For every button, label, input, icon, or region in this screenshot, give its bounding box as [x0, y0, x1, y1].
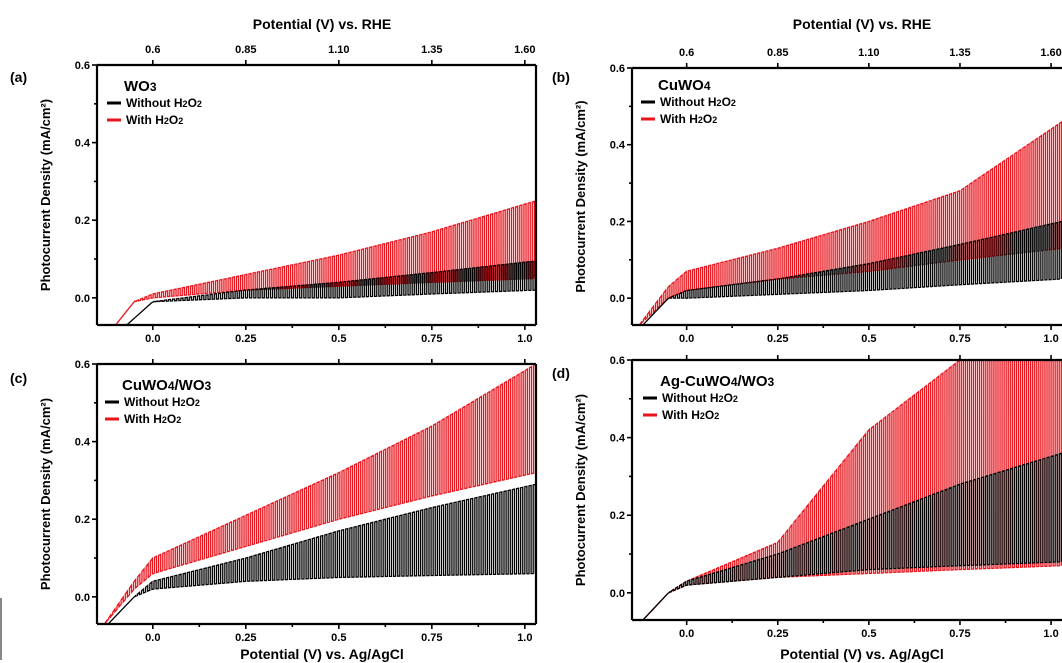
x-tick-label: 0.0 — [145, 632, 160, 644]
bottom-axis-label-right: Potential (V) vs. Ag/AgCl — [780, 646, 944, 662]
y-tick-label: 0.6 — [75, 60, 90, 72]
y-tick-label: 0.4 — [75, 138, 91, 150]
y-tick-label: 0.2 — [610, 510, 625, 522]
x-tick-label: 0.0 — [679, 628, 694, 640]
series-without-h2o2 — [126, 260, 536, 325]
panel-label: (a) — [10, 69, 27, 85]
panel-b: 0.0 0.2 0.4 0.6 0.0 0.25 0.5 0.75 1.0 0.6 0.85 1.10… — [552, 47, 1062, 345]
traces — [642, 360, 1062, 620]
series-without-h2o2 — [642, 220, 1062, 325]
x-tick-label: 0.25 — [767, 628, 788, 640]
x-tick-label: 0.0 — [145, 333, 160, 345]
x-tick-label: 0.75 — [949, 628, 970, 640]
traces — [103, 364, 536, 624]
x2-tick-label: 1.35 — [949, 47, 970, 59]
y-tick-label: 0.6 — [610, 63, 625, 75]
top-axis-label-left: Potential (V) vs. RHE — [253, 16, 391, 32]
y-axis-title: Photocurrent Density (mA/cm²) — [38, 398, 53, 590]
y-axis-title: Photocurrent Density (mA/cm²) — [38, 99, 53, 291]
traces — [638, 120, 1062, 325]
series-with-h2o2 — [115, 200, 536, 325]
x-tick-label: 0.75 — [421, 632, 442, 644]
traces — [115, 200, 536, 325]
series-with-h2o2 — [103, 364, 536, 624]
x2-tick-label: 1.60 — [514, 44, 535, 56]
x2-tick-label: 0.6 — [679, 47, 694, 59]
legend-label: With H2O2 — [126, 113, 183, 127]
legend-label: With H2O2 — [124, 412, 181, 426]
x-tick-label: 1.0 — [1043, 628, 1058, 640]
x-tick-label: 0.75 — [421, 333, 442, 345]
x2-tick-label: 0.85 — [235, 44, 256, 56]
panel-label: (b) — [552, 69, 570, 85]
x-tick-label: 1.0 — [517, 333, 532, 345]
y-tick-label: 0.2 — [610, 216, 625, 228]
panel-label: (d) — [552, 365, 570, 381]
y-tick-label: 0.2 — [75, 514, 90, 526]
x2-tick-label: 1.10 — [858, 47, 879, 59]
x2-tick-label: 1.10 — [328, 44, 349, 56]
x-tick-label: 1.0 — [517, 632, 532, 644]
legend-label: Without H2O2 — [660, 95, 736, 109]
panels: 0.0 0.2 0.4 0.6 0.0 0.25 0.5 0.75 1.0 0.6 0.85 1.10… — [10, 44, 1062, 644]
top-axis-label-right: Potential (V) vs. RHE — [793, 16, 931, 32]
panel-title: CuWO4 — [658, 77, 711, 94]
y-tick-label: 0.0 — [610, 588, 625, 600]
panel-d: 0.0 0.2 0.4 0.6 0.0 0.25 0.5 0.75 1.0 Photocurren… — [552, 355, 1062, 640]
y-tick-label: 0.4 — [610, 433, 626, 445]
x-tick-label: 0.75 — [949, 333, 970, 345]
panel-c: 0.0 0.2 0.4 0.6 0.0 0.25 0.5 0.75 1.0 Photocurren… — [10, 359, 538, 644]
y-tick-label: 0.4 — [75, 437, 91, 449]
legend-label: Without H2O2 — [126, 96, 202, 110]
series-without-h2o2 — [107, 483, 536, 624]
panel-a: 0.0 0.2 0.4 0.6 0.0 0.25 0.5 0.75 1.0 0.6 0.85 1.10… — [10, 44, 538, 345]
x-tick-label: 0.5 — [331, 632, 346, 644]
x-tick-label: 0.25 — [235, 632, 256, 644]
series-without-h2o2 — [642, 452, 1062, 620]
legend-label: With H2O2 — [660, 112, 717, 126]
x2-tick-label: 0.85 — [767, 47, 788, 59]
y-tick-label: 0.0 — [75, 592, 90, 604]
y-axis-title: Photocurrent Density (mA/cm²) — [573, 100, 588, 292]
panel-title: CuWO4/WO3 — [122, 377, 212, 394]
y-tick-label: 0.0 — [75, 293, 90, 305]
x-tick-label: 0.5 — [861, 333, 876, 345]
panel-title: Ag-CuWO4/WO3 — [660, 373, 775, 390]
y-axis-title: Photocurrent Density (mA/cm²) — [573, 394, 588, 586]
x-tick-label: 1.0 — [1043, 333, 1058, 345]
x-tick-label: 0.5 — [331, 333, 346, 345]
legend-label: With H2O2 — [662, 408, 719, 422]
y-tick-label: 0.6 — [610, 355, 625, 367]
y-tick-label: 0.4 — [610, 140, 626, 152]
x2-tick-label: 0.6 — [145, 44, 160, 56]
panel-label: (c) — [10, 370, 27, 386]
y-tick-label: 0.6 — [75, 359, 90, 371]
x-tick-label: 0.5 — [861, 628, 876, 640]
x-tick-label: 0.25 — [235, 333, 256, 345]
bottom-axis-label-left: Potential (V) vs. Ag/AgCl — [240, 646, 404, 662]
y-tick-label: 0.0 — [610, 293, 625, 305]
y-tick-label: 0.2 — [75, 215, 90, 227]
x2-tick-label: 1.60 — [1040, 47, 1061, 59]
x-tick-label: 0.0 — [679, 333, 694, 345]
x-tick-label: 0.25 — [767, 333, 788, 345]
panel-title: WO3 — [124, 78, 157, 95]
x2-tick-label: 1.35 — [421, 44, 442, 56]
legend-label: Without H2O2 — [124, 395, 200, 409]
legend-label: Without H2O2 — [662, 391, 738, 405]
